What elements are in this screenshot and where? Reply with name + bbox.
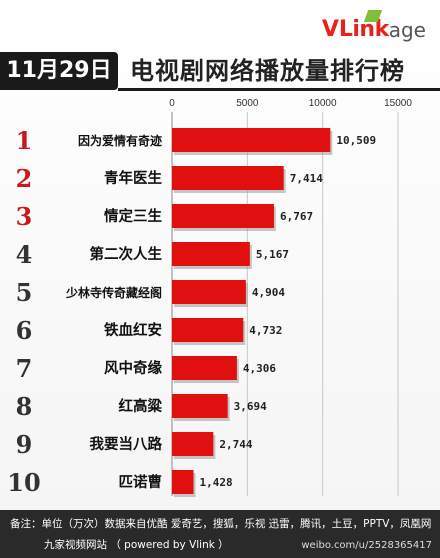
- rank-number: 8: [16, 392, 33, 421]
- rank-number: 10: [7, 468, 40, 497]
- x-tick-label: 15000: [384, 98, 412, 109]
- value-label: 1,428: [200, 476, 233, 489]
- footer-note: 备注：单位（万次）数据来自优酷 爱奇艺，搜狐，乐视 迅雷，腾讯，土豆，PPTV，…: [0, 510, 440, 558]
- rank-number: 5: [16, 278, 33, 307]
- bar: [172, 128, 331, 152]
- bar: [172, 356, 237, 380]
- rank-number: 1: [16, 126, 33, 155]
- bar: [172, 166, 284, 190]
- bar: [172, 394, 228, 418]
- date-label: 11月29日: [6, 58, 112, 83]
- bar: [172, 242, 250, 266]
- value-label: 3,694: [234, 400, 267, 413]
- date-badge: 11月29日: [0, 52, 118, 90]
- value-label: 5,167: [256, 248, 289, 261]
- title-divider: [118, 88, 440, 91]
- brand-age: age: [388, 18, 426, 42]
- rank-number: 3: [16, 202, 33, 231]
- category-label: 风中奇缘: [104, 359, 162, 377]
- category-label: 情定三生: [104, 207, 162, 225]
- brand-v: V: [321, 17, 339, 42]
- rank-number: 4: [16, 240, 33, 269]
- value-label: 4,904: [252, 286, 285, 299]
- bar: [172, 432, 214, 456]
- rank-number: 2: [16, 164, 33, 193]
- value-label: 4,306: [243, 362, 276, 375]
- category-label: 少林寺传奇藏经阁: [65, 285, 162, 300]
- bar: [172, 204, 274, 228]
- page-title: 电视剧网络播放量排行榜: [130, 57, 405, 85]
- bar: [172, 470, 194, 494]
- category-label: 第二次人生: [90, 245, 163, 263]
- rank-number: 7: [16, 354, 33, 383]
- weibo-watermark: weibo.com/u/2528365417: [301, 540, 432, 551]
- footer-powered-by: 九家视频网站 （ powered by Vlink ）: [44, 539, 229, 551]
- value-label: 6,767: [280, 210, 313, 223]
- rank-number: 9: [16, 430, 33, 459]
- category-label: 因为爱情有奇迹: [78, 133, 162, 148]
- category-label: 我要当八路: [90, 435, 163, 453]
- x-tick-label: 0: [169, 98, 175, 109]
- value-label: 7,414: [290, 172, 323, 185]
- bar: [172, 318, 244, 342]
- category-label: 匹诺曹: [119, 473, 163, 491]
- footer-source-note: 备注：单位（万次）数据来自优酷 爱奇艺，搜狐，乐视 迅雷，腾讯，土豆，PPTV，…: [10, 518, 432, 530]
- category-label: 红高粱: [119, 397, 163, 415]
- x-tick-label: 10000: [309, 98, 337, 109]
- bar: [172, 280, 246, 304]
- value-label: 4,732: [249, 324, 282, 337]
- rank-number: 6: [16, 316, 33, 345]
- value-label: 10,509: [336, 134, 376, 147]
- value-label: 2,744: [219, 438, 252, 451]
- category-label: 铁血红安: [104, 321, 162, 339]
- x-tick-label: 5000: [236, 98, 259, 109]
- category-label: 青年医生: [104, 169, 162, 187]
- brand-logo: V Link age: [322, 10, 426, 42]
- ranking-chart: 0 5000 10000 15000 1 因为爱情有奇迹 10,509 2 青年医生 7,414 3…: [7, 98, 412, 497]
